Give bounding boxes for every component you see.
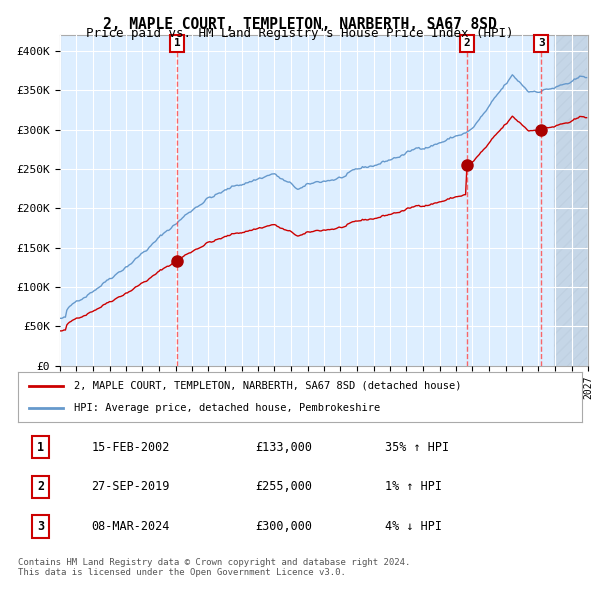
Text: £300,000: £300,000	[255, 520, 312, 533]
Text: 2, MAPLE COURT, TEMPLETON, NARBERTH, SA67 8SD: 2, MAPLE COURT, TEMPLETON, NARBERTH, SA6…	[103, 17, 497, 31]
Text: 1: 1	[173, 38, 180, 48]
Text: £133,000: £133,000	[255, 441, 312, 454]
Bar	[554, 35, 587, 366]
Text: Price paid vs. HM Land Registry's House Price Index (HPI): Price paid vs. HM Land Registry's House …	[86, 27, 514, 40]
Text: 3: 3	[538, 38, 545, 48]
Text: 4% ↓ HPI: 4% ↓ HPI	[385, 520, 442, 533]
Text: 2: 2	[464, 38, 470, 48]
Text: 08-MAR-2024: 08-MAR-2024	[91, 520, 170, 533]
Text: 27-SEP-2019: 27-SEP-2019	[91, 480, 170, 493]
Text: 3: 3	[37, 520, 44, 533]
Text: 2, MAPLE COURT, TEMPLETON, NARBERTH, SA67 8SD (detached house): 2, MAPLE COURT, TEMPLETON, NARBERTH, SA6…	[74, 381, 462, 391]
Text: 1: 1	[37, 441, 44, 454]
Text: 1% ↑ HPI: 1% ↑ HPI	[385, 480, 442, 493]
Text: £255,000: £255,000	[255, 480, 312, 493]
Text: Contains HM Land Registry data © Crown copyright and database right 2024.
This d: Contains HM Land Registry data © Crown c…	[18, 558, 410, 577]
Text: 35% ↑ HPI: 35% ↑ HPI	[385, 441, 449, 454]
Text: 15-FEB-2002: 15-FEB-2002	[91, 441, 170, 454]
Text: HPI: Average price, detached house, Pembrokeshire: HPI: Average price, detached house, Pemb…	[74, 403, 380, 413]
Text: 2: 2	[37, 480, 44, 493]
